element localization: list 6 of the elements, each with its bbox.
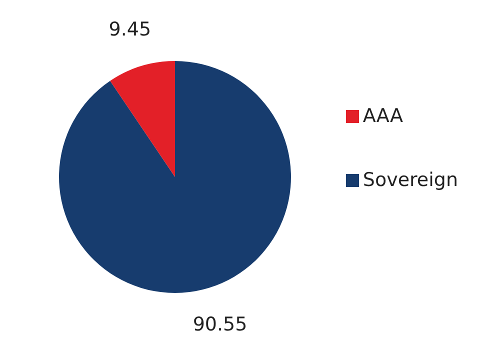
legend-label: Sovereign	[362, 169, 458, 191]
data-label: 90.55	[192, 313, 248, 336]
pie-slice	[59, 61, 291, 293]
pie-slice	[110, 61, 175, 177]
legend-label: AAA	[362, 105, 403, 127]
data-label: 9.45	[108, 18, 152, 41]
